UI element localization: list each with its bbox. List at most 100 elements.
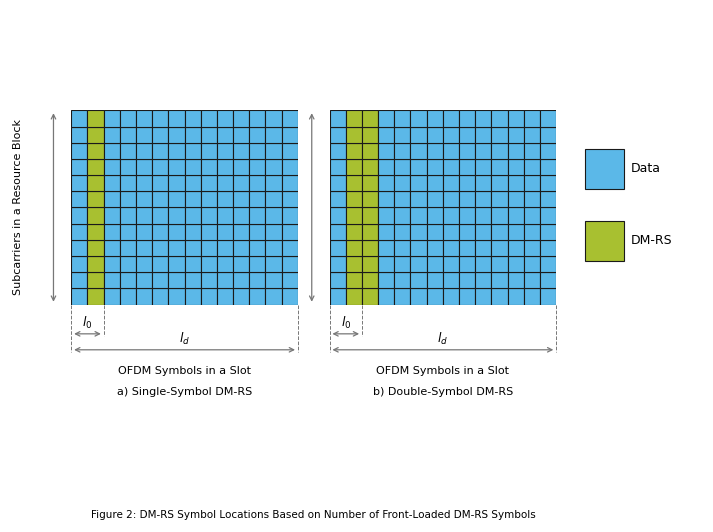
Bar [491, 207, 508, 223]
Bar [168, 207, 185, 223]
Bar [233, 272, 250, 288]
Bar [136, 240, 152, 256]
Bar [346, 175, 362, 192]
Bar [411, 175, 426, 192]
Bar [459, 207, 476, 223]
Bar [394, 207, 411, 223]
Bar [168, 143, 185, 159]
Bar [329, 192, 346, 207]
Bar [282, 127, 298, 143]
Bar [476, 143, 491, 159]
Bar [250, 240, 265, 256]
Text: DM-RS: DM-RS [631, 234, 672, 247]
Bar [185, 143, 201, 159]
Bar [443, 143, 459, 159]
Bar [540, 207, 556, 223]
Bar [250, 272, 265, 288]
Bar [168, 110, 185, 127]
Bar [282, 207, 298, 223]
Bar [152, 159, 168, 175]
Bar [491, 175, 508, 192]
Bar [491, 143, 508, 159]
Bar [378, 159, 394, 175]
Bar [120, 159, 136, 175]
Bar [508, 159, 524, 175]
Bar [265, 272, 282, 288]
Bar [88, 143, 103, 159]
Bar [362, 127, 378, 143]
Bar [362, 159, 378, 175]
Bar [329, 175, 346, 192]
Bar [459, 240, 476, 256]
Bar [476, 223, 491, 240]
Text: $l_d$: $l_d$ [437, 330, 448, 347]
Bar [329, 143, 346, 159]
Bar [362, 207, 378, 223]
Bar [459, 192, 476, 207]
Bar [443, 207, 459, 223]
Bar [394, 272, 411, 288]
Bar [282, 256, 298, 272]
Bar [265, 127, 282, 143]
Bar [152, 110, 168, 127]
Bar [491, 192, 508, 207]
Bar [329, 110, 346, 127]
Bar [346, 110, 362, 127]
Bar [168, 288, 185, 305]
Bar [88, 256, 103, 272]
Bar [71, 240, 88, 256]
Bar [346, 207, 362, 223]
Bar [152, 256, 168, 272]
Bar [168, 223, 185, 240]
Bar [362, 223, 378, 240]
Bar [136, 256, 152, 272]
Bar [476, 127, 491, 143]
Bar [250, 127, 265, 143]
Bar [88, 110, 103, 127]
Bar [411, 272, 426, 288]
Bar [476, 207, 491, 223]
Bar [250, 110, 265, 127]
Bar [411, 207, 426, 223]
Bar [88, 288, 103, 305]
Bar [540, 272, 556, 288]
Bar [426, 240, 443, 256]
Text: $l_d$: $l_d$ [179, 330, 190, 347]
Bar [346, 127, 362, 143]
Bar [152, 207, 168, 223]
Bar [152, 175, 168, 192]
Bar [250, 143, 265, 159]
Bar [217, 207, 233, 223]
Bar [201, 207, 217, 223]
Bar [103, 272, 120, 288]
Bar [201, 256, 217, 272]
Bar [443, 240, 459, 256]
Bar [411, 240, 426, 256]
Bar [362, 256, 378, 272]
Bar [459, 272, 476, 288]
Bar [168, 256, 185, 272]
Bar [346, 159, 362, 175]
Bar [524, 159, 540, 175]
Bar [217, 110, 233, 127]
Bar [201, 175, 217, 192]
Bar [71, 288, 88, 305]
Bar [459, 288, 476, 305]
Bar [443, 159, 459, 175]
Bar [185, 207, 201, 223]
Bar [524, 223, 540, 240]
Bar [185, 127, 201, 143]
Bar [329, 272, 346, 288]
Bar [329, 288, 346, 305]
Bar [426, 127, 443, 143]
Bar [508, 175, 524, 192]
Bar [426, 159, 443, 175]
Bar [540, 127, 556, 143]
Bar [265, 192, 282, 207]
Bar [103, 256, 120, 272]
Bar [282, 272, 298, 288]
Bar [459, 175, 476, 192]
Bar [201, 127, 217, 143]
Bar [233, 143, 250, 159]
Bar [152, 192, 168, 207]
